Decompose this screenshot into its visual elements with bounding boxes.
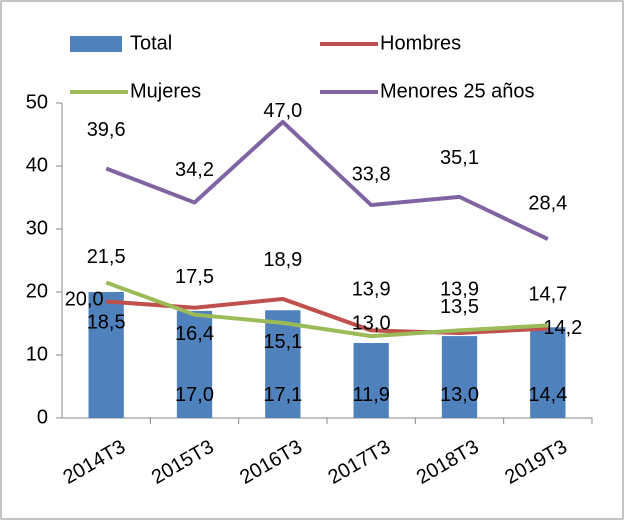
data-label: 33,8 <box>352 163 391 185</box>
data-label: 17,1 <box>263 384 302 406</box>
bar <box>265 310 301 418</box>
y-tick-label: 0 <box>37 406 48 428</box>
data-label: 11,9 <box>352 384 389 406</box>
data-label: 13,9 <box>440 279 479 301</box>
data-label: 35,1 <box>440 147 479 169</box>
data-label: 18,5 <box>87 312 126 334</box>
data-label: 14,2 <box>543 317 582 339</box>
data-label: 15,1 <box>263 331 302 353</box>
data-label: 21,5 <box>87 246 126 268</box>
line-series <box>106 296 548 335</box>
legend-label: Mujeres <box>130 80 201 102</box>
legend-swatch <box>70 36 122 52</box>
bar <box>176 310 213 418</box>
data-label: 28,4 <box>528 192 567 214</box>
data-label: 34,2 <box>175 159 214 181</box>
data-label: 14,7 <box>528 284 567 306</box>
y-tick-label: 30 <box>26 217 48 239</box>
data-label: 17,5 <box>175 266 214 288</box>
line-series <box>105 280 548 339</box>
bar <box>88 292 124 418</box>
data-label: 13,0 <box>352 312 391 334</box>
y-tick-label: 10 <box>26 343 48 365</box>
data-label: 39,6 <box>87 119 126 141</box>
line-series <box>105 119 549 241</box>
legend-label: Hombres <box>380 32 461 54</box>
legend-label: Total <box>130 32 172 54</box>
data-label: 13,0 <box>440 384 479 406</box>
y-tick-label: 50 <box>26 91 48 113</box>
y-tick-label: 20 <box>26 280 48 302</box>
data-label: 13,5 <box>440 296 479 318</box>
legend-label: Menores 25 años <box>380 80 535 102</box>
data-label: 14,4 <box>528 384 567 406</box>
data-label: 16,4 <box>175 323 214 345</box>
data-label: 17,0 <box>175 384 214 406</box>
data-label: 18,9 <box>263 249 302 271</box>
bar <box>530 327 566 418</box>
bar <box>441 336 478 418</box>
data-label: 20,0 <box>65 288 104 310</box>
y-tick-label: 40 <box>26 154 48 176</box>
data-label: 47,0 <box>263 100 302 122</box>
data-label: 13,9 <box>352 279 391 301</box>
bar <box>353 343 389 418</box>
